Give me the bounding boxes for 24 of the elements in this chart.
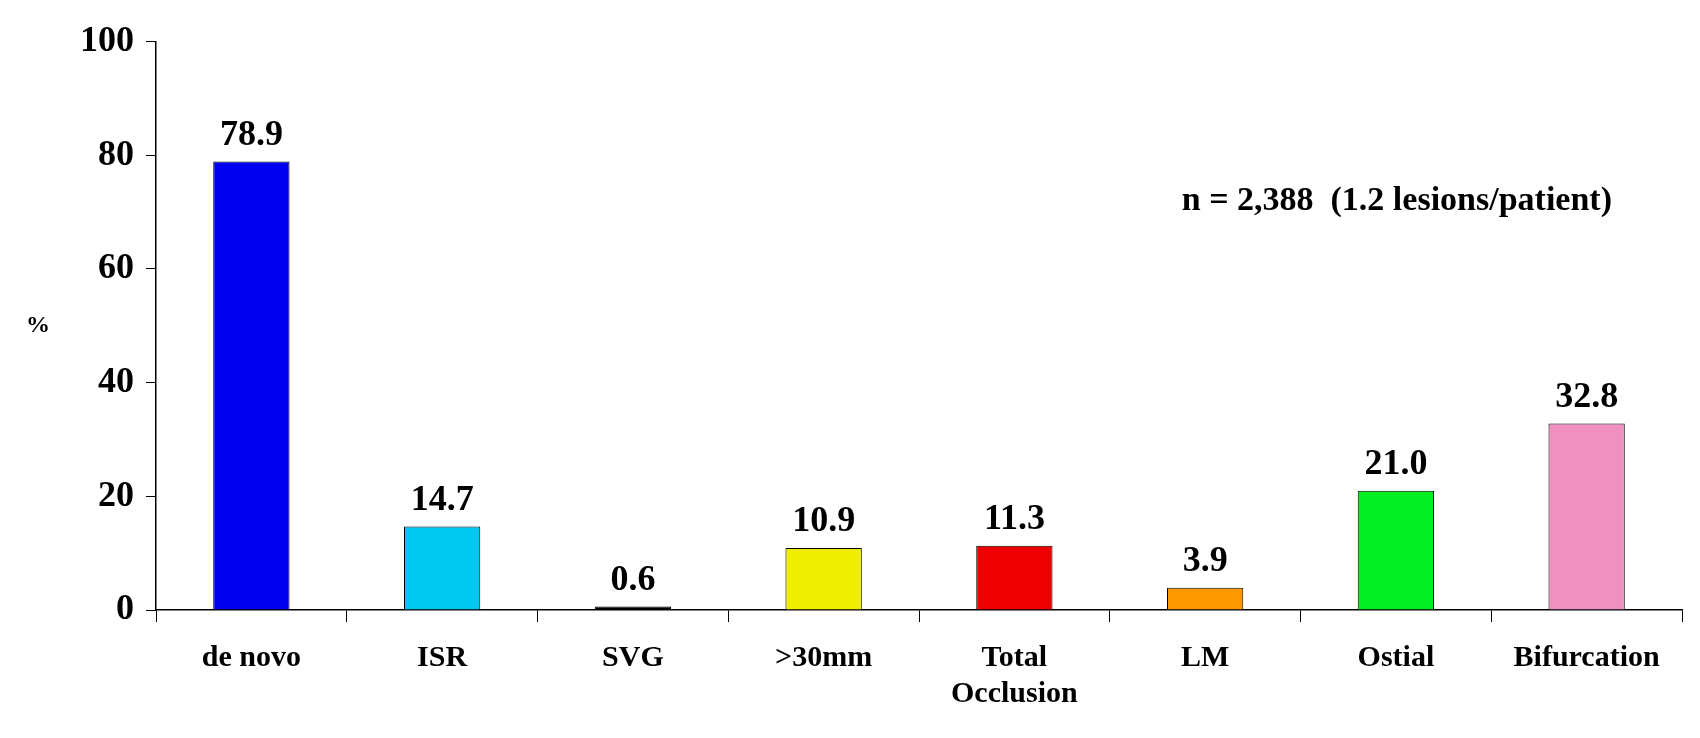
x-tick-label: ISR [417,638,468,672]
y-tick-label: 20 [98,473,134,514]
x-tick-label: LM [1180,638,1230,672]
data-label: 10.9 [792,499,856,540]
y-tick-label: 80 [98,132,134,173]
x-tick-label: Ostial [1357,638,1435,672]
data-label: 78.9 [219,112,283,153]
y-tick-label: 100 [80,18,134,59]
data-label: 0.6 [610,557,656,598]
data-label: 21.0 [1364,441,1428,482]
y-tick-label: 60 [98,246,134,287]
y-tick-label: 40 [98,359,134,400]
y-axis-title: % [26,311,50,337]
data-label: 3.9 [1182,539,1228,580]
y-tick-label: 0 [116,587,134,628]
x-tick-label: >30mm [775,638,873,672]
x-tick-label: de novo [201,638,301,672]
annotation: n = 2,388 (1.2 lesions/patient) [1181,180,1612,219]
data-label: 32.8 [1555,374,1619,415]
x-tick-label: SVG [602,638,664,672]
x-tick-label: Bifurcation [1513,638,1660,672]
x-tick-label: Total Occlusion [951,638,1079,708]
data-label: 11.3 [983,497,1045,538]
data-label: 14.7 [410,477,474,518]
